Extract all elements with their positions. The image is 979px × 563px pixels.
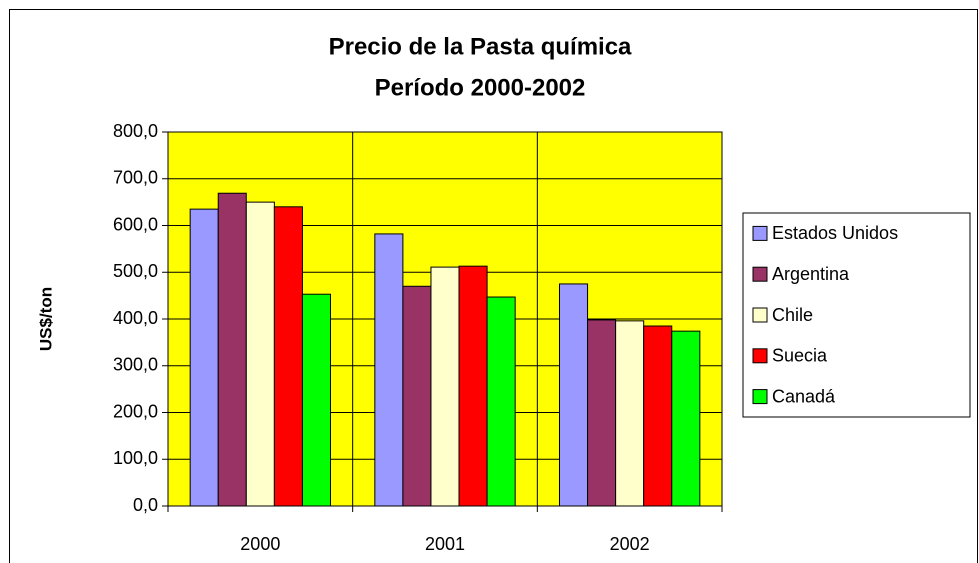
- y-tick-label: 0,0: [133, 495, 158, 515]
- legend-label: Estados Unidos: [772, 223, 898, 243]
- y-tick-label: 100,0: [113, 448, 158, 468]
- y-tick-label: 300,0: [113, 355, 158, 375]
- x-tick-label: 2002: [610, 534, 650, 554]
- legend-box: [742, 212, 971, 418]
- bar: [189, 208, 219, 507]
- y-tick-label: 700,0: [113, 168, 158, 188]
- legend-swatch: [752, 307, 768, 323]
- bar: [671, 330, 701, 507]
- bar: [402, 285, 432, 507]
- bar: [615, 320, 645, 507]
- legend-label: Argentina: [772, 264, 850, 284]
- legend-swatch: [752, 348, 768, 364]
- chart-title: Precio de la Pasta química: [329, 33, 632, 60]
- bar: [301, 293, 332, 507]
- chart-subtitle: Período 2000-2002: [375, 74, 586, 101]
- legend-label: Canadá: [772, 386, 836, 406]
- y-tick-label: 400,0: [113, 308, 158, 328]
- y-tick-label: 600,0: [113, 214, 158, 234]
- bar: [245, 201, 275, 507]
- bar: [587, 319, 617, 507]
- bar: [430, 266, 460, 507]
- legend-swatch: [752, 266, 768, 282]
- y-tick-label: 800,0: [113, 121, 158, 141]
- bar: [458, 265, 488, 507]
- y-tick-label: 500,0: [113, 261, 158, 281]
- bar: [558, 283, 589, 507]
- y-axis-label: US$/ton: [36, 287, 55, 351]
- legend-label: Suecia: [772, 346, 828, 366]
- x-tick-label: 2001: [425, 534, 465, 554]
- y-tick-label: 200,0: [113, 401, 158, 421]
- bar: [374, 233, 404, 507]
- bar: [643, 325, 673, 507]
- legend-swatch: [752, 389, 768, 405]
- plot-border: [167, 131, 723, 507]
- bar: [486, 296, 516, 507]
- legend-label: Chile: [772, 305, 813, 325]
- legend-swatch: [752, 225, 768, 241]
- bar: [217, 192, 247, 507]
- bar: [273, 206, 303, 507]
- x-tick-label: 2000: [240, 534, 280, 554]
